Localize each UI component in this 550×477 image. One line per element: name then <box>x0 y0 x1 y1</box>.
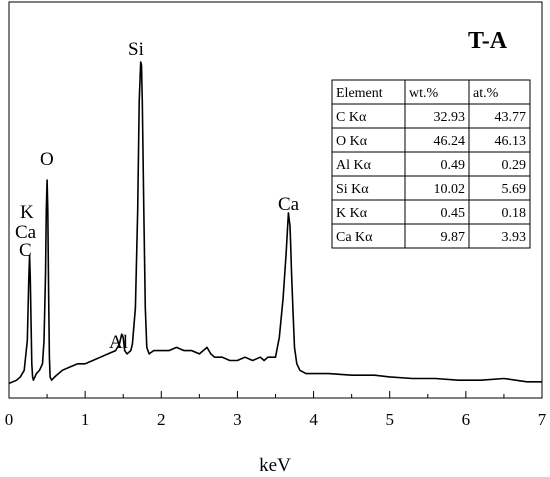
x-tick-label: 7 <box>538 410 547 429</box>
table-border <box>331 79 531 249</box>
table-cell-wt: 9.87 <box>441 230 466 245</box>
x-tick-label: 1 <box>81 410 90 429</box>
spectrum-line <box>8 61 542 385</box>
table-cell-wt: 32.93 <box>434 110 466 125</box>
table-cell-at: 0.18 <box>502 206 527 221</box>
table-header-cell: Element <box>336 86 383 101</box>
table-cell-at: 46.13 <box>495 134 527 149</box>
table-cell-wt: 0.49 <box>441 158 466 173</box>
table-header-cell: at.% <box>473 86 499 101</box>
x-tick-label: 5 <box>385 410 394 429</box>
table-cell-element: Ca Kα <box>336 230 373 245</box>
x-axis-title: keV <box>259 455 291 476</box>
table-cell-at: 5.69 <box>502 182 527 197</box>
peak-label-ca-low: Ca <box>15 222 37 243</box>
peak-label-al: Al <box>109 332 128 353</box>
panel-title: T-A <box>468 28 508 54</box>
peak-label-k: K <box>20 202 34 223</box>
x-axis-tick-labels: 0 1 2 3 4 5 6 7 <box>5 410 547 429</box>
table-header-cell: wt.% <box>409 86 439 101</box>
peak-label-si: Si <box>128 39 144 60</box>
x-tick-label: 3 <box>233 410 242 429</box>
table-cell-wt: 46.24 <box>434 134 466 149</box>
table-cell-wt: 10.02 <box>434 182 466 197</box>
composition-table: Element wt.% at.% C Kα 32.93 43.77 O Kα 46.24 46… <box>331 79 531 249</box>
table-cell-element: K Kα <box>336 206 368 221</box>
table-cell-element: Si Kα <box>336 182 369 197</box>
x-tick-label: 4 <box>309 410 318 429</box>
peak-label-c: C <box>19 240 32 261</box>
table-cell-element: O Kα <box>336 134 368 149</box>
table-cell-at: 3.93 <box>502 230 527 245</box>
x-tick-label: 2 <box>157 410 166 429</box>
x-axis-ticks <box>8 391 543 398</box>
peak-label-o: O <box>40 149 54 170</box>
x-tick-label: 6 <box>462 410 471 429</box>
table-cell-element: Al Kα <box>336 158 372 173</box>
table-cell-wt: 0.45 <box>441 206 466 221</box>
peak-label-ca: Ca <box>278 194 300 215</box>
table-cell-at: 0.29 <box>502 158 527 173</box>
table-cell-element: C Kα <box>336 110 367 125</box>
table-cell-at: 43.77 <box>495 110 527 125</box>
x-tick-label: 0 <box>5 410 14 429</box>
